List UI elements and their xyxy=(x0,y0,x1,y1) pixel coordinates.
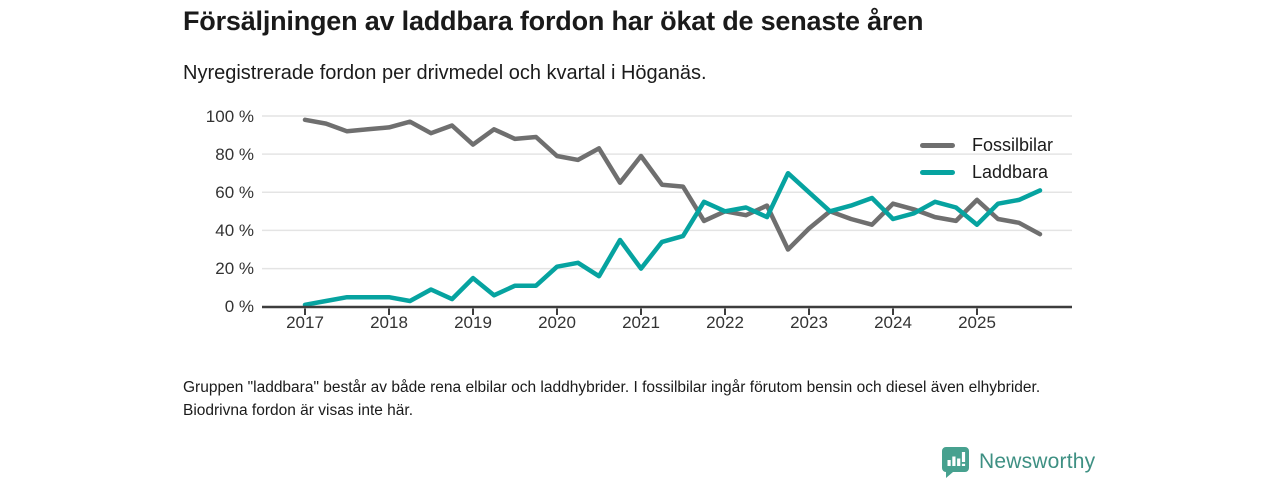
y-tick-label: 60 % xyxy=(215,182,254,202)
x-tick-label: 2018 xyxy=(370,313,408,332)
y-tick-label: 0 % xyxy=(224,297,254,317)
legend: Fossilbilar Laddbara xyxy=(920,132,1053,186)
footnote: Gruppen "laddbara" består av både rena e… xyxy=(183,379,1041,419)
y-tick-label: 100 % xyxy=(205,106,254,126)
laddbara-line-swatch xyxy=(920,170,955,175)
legend-label: Fossilbilar xyxy=(972,135,1054,155)
x-tick-label: 2025 xyxy=(958,313,996,332)
newsworthy-wordmark: Newsworthy xyxy=(979,450,1096,473)
chart-title: Försäljningen av laddbara fordon har öka… xyxy=(183,6,924,36)
newsworthy-icon xyxy=(942,447,969,478)
newsworthy-logo: Newsworthy xyxy=(941,446,1095,478)
x-tick-label: 2017 xyxy=(286,313,324,332)
x-tick-label: 2024 xyxy=(874,313,912,332)
x-tick-label: 2022 xyxy=(706,313,744,332)
legend-item-laddbara: Laddbara xyxy=(920,159,1053,186)
chart-subtitle: Nyregistrerade fordon per drivmedel och … xyxy=(183,62,707,84)
line-chart: 0 % 20 % 40 % 60 % 80 % 100 % 2017 2018 2019 202… xyxy=(170,105,1090,350)
legend-label: Laddbara xyxy=(972,162,1049,182)
y-tick-label: 80 % xyxy=(215,144,254,164)
y-tick-label: 40 % xyxy=(215,220,254,240)
x-tick-label: 2023 xyxy=(790,313,828,332)
y-tick-label: 20 % xyxy=(215,259,254,279)
legend-item-fossilbilar: Fossilbilar xyxy=(920,132,1053,159)
x-tick-label: 2019 xyxy=(454,313,492,332)
fossilbilar-line-swatch xyxy=(920,143,955,148)
plot-area xyxy=(262,115,1072,315)
series-line-laddbara xyxy=(302,170,1043,308)
x-tick-label: 2021 xyxy=(622,313,660,332)
x-tick-label: 2020 xyxy=(538,313,576,332)
